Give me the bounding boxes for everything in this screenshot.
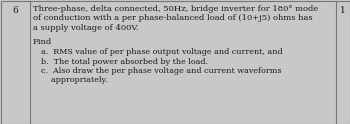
Text: a supply voltage of 400V.: a supply voltage of 400V.: [33, 24, 139, 32]
Text: b.  The total power absorbed by the load.: b. The total power absorbed by the load.: [41, 58, 208, 65]
Text: 6: 6: [12, 6, 18, 15]
Text: of conduction with a per phase-balanced load of (10+j5) ohms has: of conduction with a per phase-balanced …: [33, 15, 313, 22]
Text: Three-phase, delta connected, 50Hz, bridge inverter for 180° mode: Three-phase, delta connected, 50Hz, brid…: [33, 5, 318, 13]
Text: 1: 1: [340, 6, 346, 15]
Text: appropriately.: appropriately.: [41, 77, 107, 84]
Text: c.  Also draw the per phase voltage and current waveforms: c. Also draw the per phase voltage and c…: [41, 67, 281, 75]
Text: Find: Find: [33, 37, 52, 46]
Text: a.  RMS value of per phase output voltage and current, and: a. RMS value of per phase output voltage…: [41, 48, 283, 56]
